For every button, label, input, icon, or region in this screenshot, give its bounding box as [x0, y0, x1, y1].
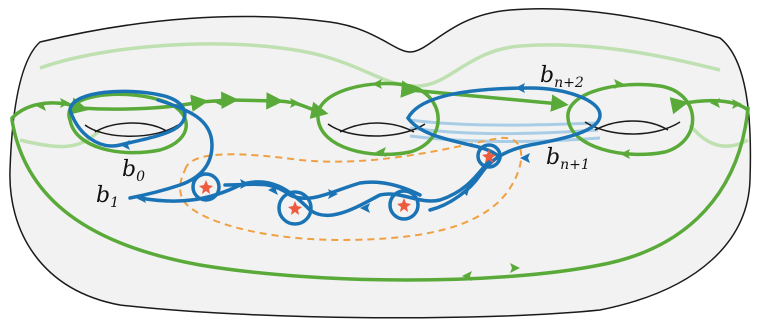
- orange-dashed-region: [179, 136, 523, 242]
- blue-wave-upper: [223, 180, 422, 201]
- blue-loop-puncture-2: [277, 190, 313, 226]
- puncture-star-2: [288, 201, 302, 215]
- surface-outline: [9, 7, 752, 319]
- label-b1: b1: [96, 183, 119, 211]
- puncture-star-4: [482, 149, 496, 163]
- blue-arrows: [120, 83, 530, 213]
- blue-curve-bn1: [406, 116, 502, 160]
- puncture-star-3: [397, 198, 411, 212]
- label-b0: b0: [122, 157, 145, 185]
- blue-curve-b1: [128, 98, 214, 200]
- green-arrows: [36, 79, 742, 281]
- label-bn1: bn+1: [546, 145, 590, 173]
- green-bottom-curve: [10, 106, 750, 282]
- back-curve-faded-blue-2: [409, 126, 599, 136]
- blue-loop-puncture-3: [388, 189, 420, 221]
- blue-loop-puncture-4: [476, 143, 502, 169]
- punctures: [199, 149, 496, 215]
- back-curve-faded-blue-3: [409, 134, 601, 144]
- blue-wave-lower: [138, 158, 492, 218]
- puncture-star-1: [199, 180, 213, 194]
- label-bn2: bn+2: [540, 63, 584, 91]
- back-curve-faded-green-left: [19, 128, 102, 149]
- blue-loop-puncture-1: [191, 172, 221, 202]
- blue-curve-bn2: [406, 86, 602, 212]
- blue-curve-b0: [68, 89, 187, 148]
